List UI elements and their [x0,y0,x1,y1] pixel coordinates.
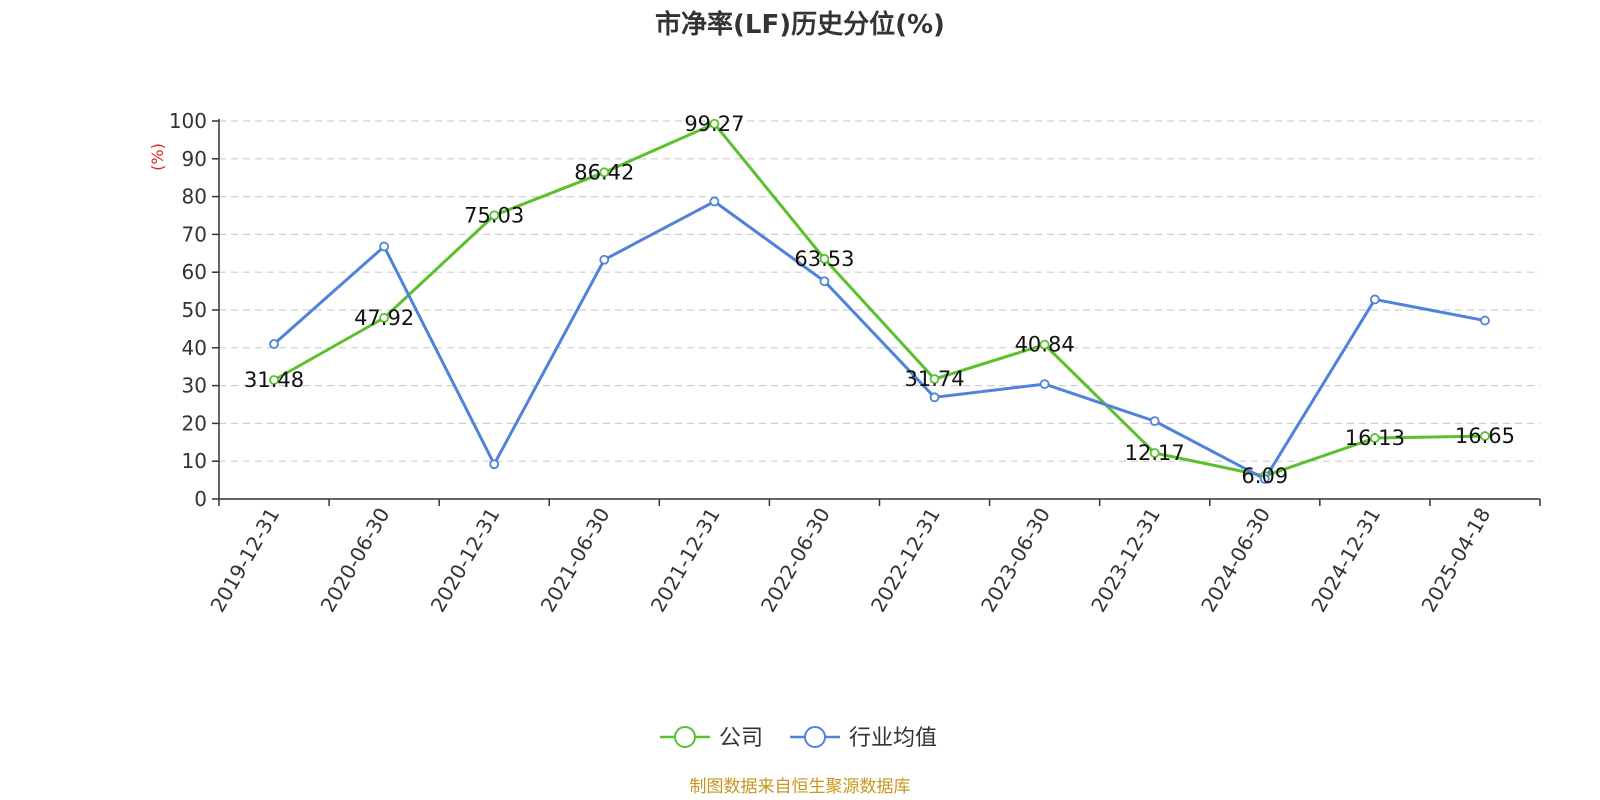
y-axis-unit-label: (%) [148,143,167,171]
x-tick-label: 2021-06-30 [536,504,615,617]
y-tick-label: 60 [182,260,207,284]
series-line-1 [273,200,1486,481]
series-1-point[interactable] [1149,416,1160,427]
series-0-point[interactable] [1039,339,1050,350]
data-labels: 31.48 47.92 75.03 86.42 99.27 63.53 31.74 40.84… [244,112,1515,488]
series-0-point[interactable] [489,210,500,221]
series-1-point[interactable] [489,459,500,470]
data-label: 16.13 [1345,426,1405,450]
x-tick-labels: 2019-12-31 2020-06-30 2020-12-31 2021-06-30… [205,504,1495,617]
x-tick-label: 2020-06-30 [316,504,395,617]
data-label: 86.42 [574,160,634,184]
data-label: 31.74 [904,367,964,391]
x-tick-label: 2019-12-31 [205,504,284,617]
y-tick-label: 0 [194,487,207,511]
series-1-point[interactable] [929,392,940,403]
legend-item-1[interactable]: 行业均值 [790,726,937,751]
legend-label: 行业均值 [849,726,937,751]
series-layer [269,118,1490,484]
legend[interactable]: 公司 行业均值 [660,726,937,751]
series-0-point[interactable] [1480,431,1490,441]
series-0-point[interactable] [1149,448,1160,458]
data-label: 99.27 [684,112,744,136]
series-1-point[interactable] [1480,315,1490,326]
source-note: 制图数据来自恒生聚源数据库 [690,777,911,797]
x-tick-label: 2021-12-31 [646,504,725,617]
series-0-point[interactable] [379,312,390,323]
series-1-point[interactable] [599,254,610,265]
series-0-point[interactable] [709,118,720,129]
series-1-point[interactable] [269,339,279,349]
x-tick-label: 2024-12-31 [1306,504,1385,617]
series-1-point[interactable] [1039,379,1050,389]
y-tick-label: 80 [182,185,207,209]
x-tick-label: 2025-04-18 [1416,504,1495,617]
series-1-point[interactable] [1259,474,1270,484]
y-tick-label: 100 [169,109,207,133]
grid-lines [219,120,1540,462]
data-label: 40.84 [1015,333,1075,357]
series-0-point[interactable] [269,375,279,385]
y-tick-labels: 0 10 20 30 40 50 60 70 80 90 100 [169,109,207,511]
y-tick-label: 30 [182,374,207,398]
axes [212,119,1541,506]
data-label: 12.17 [1125,441,1185,465]
x-tick-label: 2023-06-30 [976,504,1055,617]
y-tick-label: 70 [182,222,207,246]
x-tick-label: 2023-12-31 [1086,504,1165,617]
y-tick-label: 90 [182,147,207,171]
x-tick-label: 2020-12-31 [426,504,505,617]
data-label: 47.92 [354,306,414,330]
data-label: 75.03 [464,203,524,227]
legend-item-0[interactable]: 公司 [660,726,763,751]
series-0-point[interactable] [819,253,830,264]
legend-swatch-marker [674,726,696,748]
legend-swatch-marker [804,726,826,748]
data-label: 16.65 [1455,424,1515,448]
chart-title: 市净率(LF)历史分位(%) [655,9,945,40]
legend-label: 公司 [719,726,763,751]
x-tick-label: 2022-12-31 [866,504,945,617]
y-tick-label: 50 [182,298,207,322]
x-tick-label: 2024-06-30 [1196,504,1275,617]
series-1-point[interactable] [819,276,830,287]
y-tick-label: 40 [182,336,207,360]
series-0-point[interactable] [929,374,940,384]
y-tick-label: 20 [182,411,207,435]
data-label: 6.09 [1241,464,1288,488]
x-tick-label: 2022-06-30 [756,504,835,617]
series-0-point[interactable] [1369,433,1380,443]
series-1-point[interactable] [379,241,390,252]
series-line-0 [273,122,1485,478]
series-0-point[interactable] [599,167,610,178]
series-1-point[interactable] [1369,294,1380,305]
data-label: 31.48 [244,368,304,392]
data-label: 63.53 [794,247,854,271]
series-1-point[interactable] [709,196,720,207]
y-tick-label: 10 [182,449,207,473]
